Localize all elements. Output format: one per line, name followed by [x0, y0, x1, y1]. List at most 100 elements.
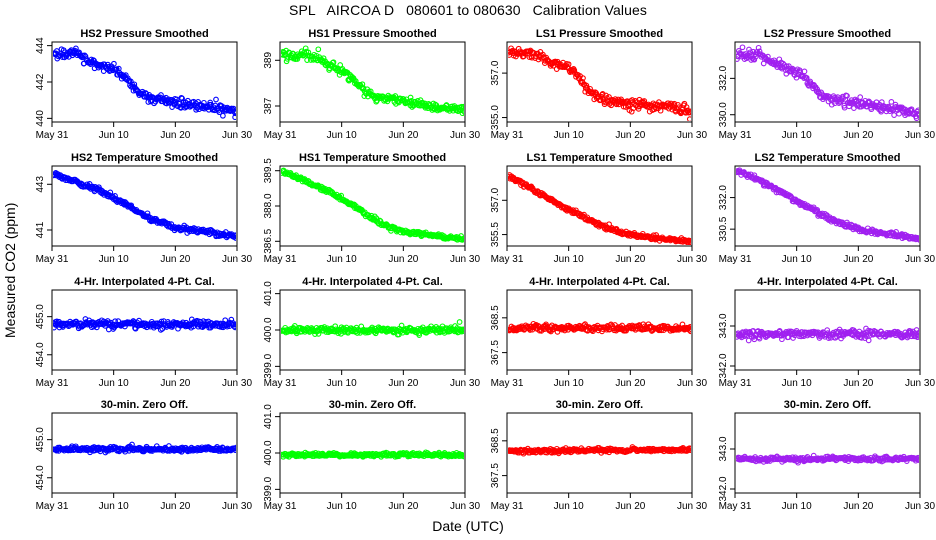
data-point	[460, 326, 464, 333]
y-tick-label: 368.5	[490, 428, 501, 453]
data-point	[803, 74, 810, 81]
panel-title: 4-Hr. Interpolated 4-Pt. Cal.	[757, 276, 898, 288]
x-tick-label: Jun 10	[554, 130, 584, 141]
x-tick-label: Jun 30	[905, 254, 935, 265]
x-tick-label: Jun 10	[554, 378, 584, 389]
data-series	[281, 45, 464, 117]
x-tick-label: Jun 20	[160, 130, 190, 141]
data-point	[687, 447, 691, 454]
data-point	[739, 44, 746, 51]
data-series	[508, 444, 691, 457]
plot-frame	[734, 165, 921, 247]
x-tick-label: May 31	[491, 378, 524, 389]
data-series	[736, 325, 919, 344]
data-point	[129, 441, 135, 448]
data-point	[332, 323, 339, 330]
panel-4: LS2 Pressure Smoothed May 31 Jun 10 Jun 20 J…	[718, 28, 935, 141]
x-tick-label: May 31	[36, 501, 69, 512]
data-point	[360, 85, 367, 92]
data-point	[785, 63, 792, 69]
y-tick-label: 386.5	[263, 228, 274, 253]
data-point	[127, 78, 134, 85]
data-point	[460, 103, 464, 110]
x-tick-label: May 31	[264, 501, 297, 512]
data-point	[461, 453, 464, 459]
x-tick-label: Jun 20	[615, 254, 645, 265]
data-series	[508, 45, 691, 121]
panel-title: LS1 Pressure Smoothed	[536, 28, 663, 40]
x-tick-label: Jun 30	[222, 501, 252, 512]
x-tick-label: May 31	[36, 378, 69, 389]
data-point	[216, 109, 223, 116]
data-point	[392, 93, 399, 99]
data-point	[232, 235, 236, 241]
x-tick-label: Jun 30	[222, 130, 252, 141]
x-tick-label: Jun 20	[160, 254, 190, 265]
data-point	[756, 48, 763, 55]
data-point	[751, 56, 758, 63]
data-point	[220, 112, 226, 119]
panel-title: HS1 Temperature Smoothed	[299, 152, 446, 164]
data-series	[508, 320, 691, 335]
x-tick-label: Jun 20	[843, 130, 873, 141]
panel-16: 30-min. Zero Off. May 31 Jun 10 Jun 20 Jun 3…	[718, 399, 935, 512]
panel-5: HS2 Temperature Smoothed May 31 Jun 10 Jun …	[35, 152, 252, 265]
data-point	[688, 108, 691, 114]
x-tick-label: Jun 30	[677, 254, 707, 265]
data-point	[233, 232, 236, 239]
data-point	[315, 46, 322, 53]
y-tick-label: 455.0	[35, 304, 46, 329]
x-axis-label: Date (UTC)	[432, 518, 504, 534]
data-point	[748, 57, 755, 63]
y-tick-label: 367.5	[490, 340, 501, 365]
panel-title: 4-Hr. Interpolated 4-Pt. Cal.	[74, 276, 215, 288]
panel-10: 4-Hr. Interpolated 4-Pt. Cal. May 31 Jun 1…	[263, 276, 480, 389]
y-tick-label: 343.0	[718, 313, 729, 338]
x-tick-label: May 31	[491, 130, 524, 141]
y-tick-label: 330.5	[718, 216, 729, 241]
y-tick-label: 355.5	[490, 222, 501, 247]
x-tick-label: Jun 30	[905, 130, 935, 141]
data-point	[233, 109, 236, 116]
data-point	[865, 337, 872, 344]
data-point	[302, 45, 309, 52]
data-point	[688, 445, 691, 452]
data-point	[828, 101, 835, 108]
plot-frame	[734, 412, 921, 494]
x-tick-label: Jun 30	[450, 378, 480, 389]
x-tick-label: Jun 10	[327, 254, 357, 265]
panel-title: HS2 Temperature Smoothed	[71, 152, 218, 164]
data-point	[233, 321, 236, 328]
panel-12: 4-Hr. Interpolated 4-Pt. Cal. May 31 Jun 1…	[718, 276, 935, 389]
panel-7: LS1 Temperature Smoothed May 31 Jun 10 Jun …	[490, 152, 707, 265]
x-tick-label: Jun 30	[905, 378, 935, 389]
panel-1: HS2 Pressure Smoothed May 31 Jun 10 Jun 20 J…	[35, 28, 252, 141]
x-tick-label: Jun 30	[450, 130, 480, 141]
data-point	[916, 237, 919, 243]
data-series	[281, 167, 464, 243]
data-point	[111, 60, 117, 67]
data-point	[688, 326, 691, 332]
data-point	[162, 219, 169, 226]
data-point	[915, 454, 919, 461]
data-point	[603, 326, 610, 333]
y-tick-label: 388.0	[263, 193, 274, 218]
y-tick-label: 440	[35, 110, 46, 127]
panel-title: 30-min. Zero Off.	[329, 399, 416, 411]
x-tick-label: Jun 10	[782, 378, 812, 389]
data-series	[53, 316, 236, 333]
data-point	[457, 453, 464, 459]
x-tick-label: May 31	[719, 130, 752, 141]
panel-title: 4-Hr. Interpolated 4-Pt. Cal.	[302, 276, 443, 288]
data-series	[736, 44, 919, 121]
x-tick-label: Jun 20	[843, 501, 873, 512]
data-point	[461, 328, 464, 335]
x-tick-label: Jun 20	[160, 501, 190, 512]
y-tick-label: 401.0	[263, 281, 274, 306]
panel-title: LS2 Temperature Smoothed	[755, 152, 901, 164]
x-tick-label: May 31	[719, 254, 752, 265]
data-point	[738, 334, 745, 341]
figure-title: SPL AIRCOA D 080601 to 080630 Calibratio…	[289, 2, 647, 18]
y-tick-label: 342.0	[718, 353, 729, 378]
